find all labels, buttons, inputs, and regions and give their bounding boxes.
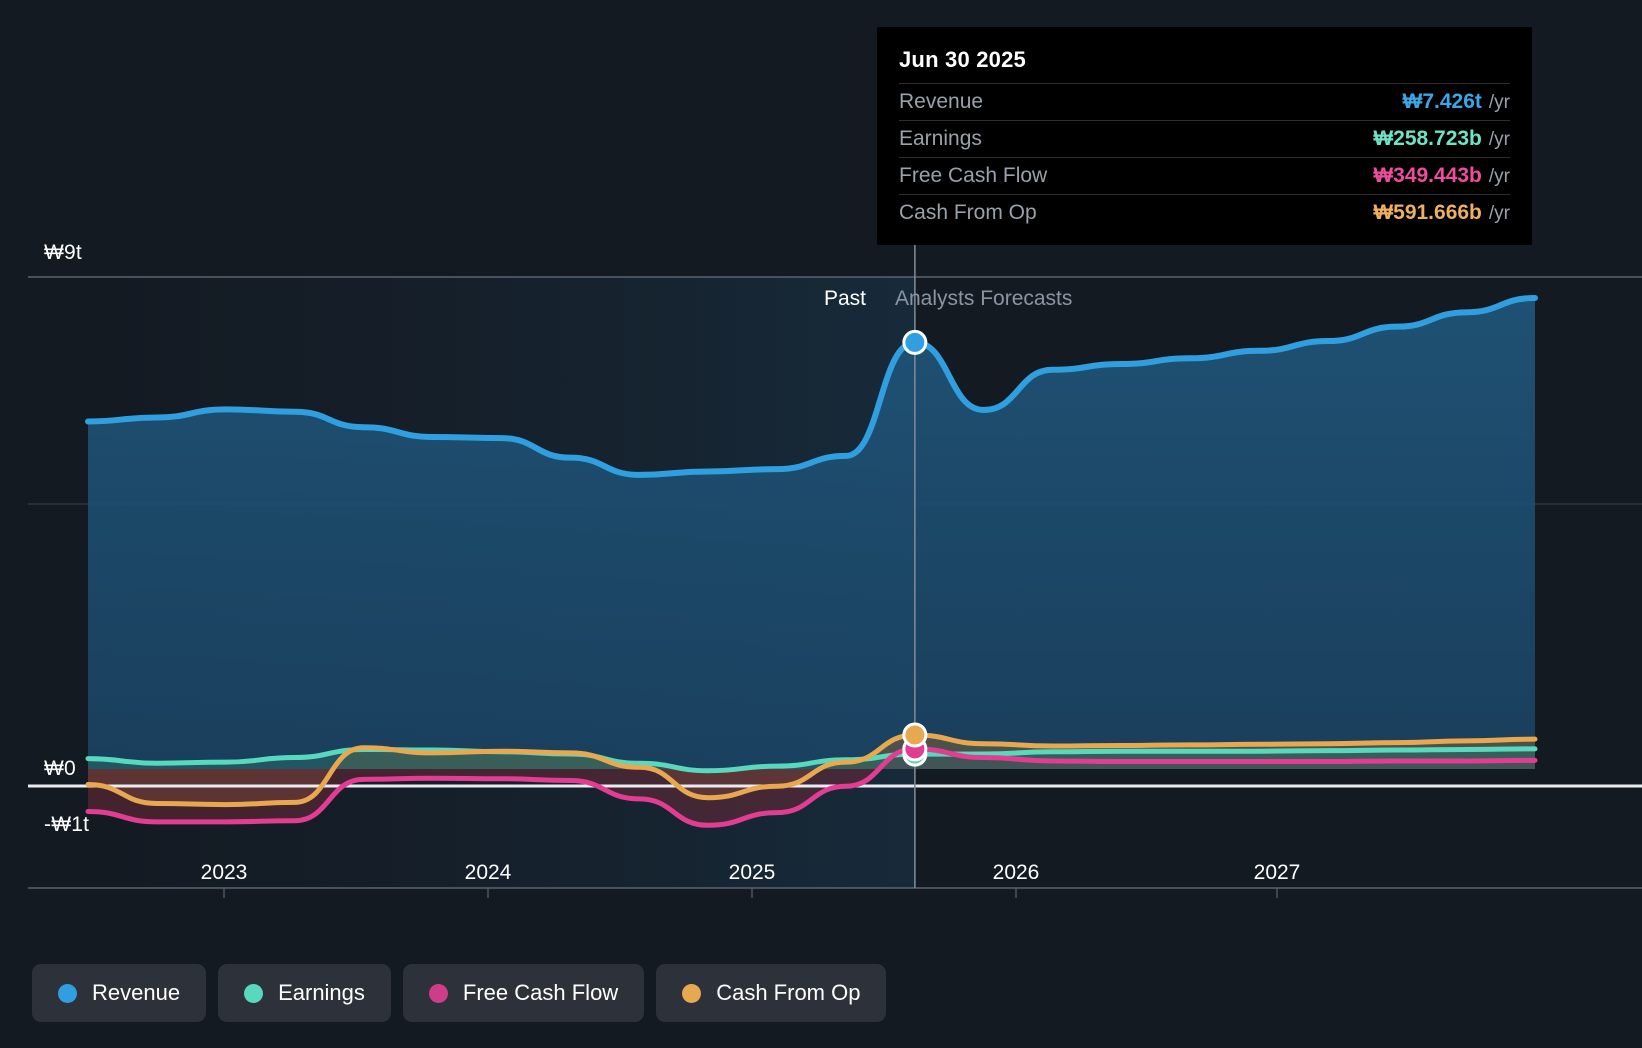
legend-color-dot-icon	[682, 983, 702, 1003]
tooltip-value-group: ₩258.723b/yr	[1373, 127, 1510, 151]
tooltip-row: Cash From Op ₩591.666b/yr	[899, 194, 1510, 231]
line-free-cash-flow	[85, 746, 1538, 828]
x-axis-label-2027: 2027	[1253, 861, 1301, 884]
tooltip-row: Free Cash Flow ₩349.443b/yr	[899, 157, 1510, 194]
tooltip-value-group: ₩349.443b/yr	[1373, 164, 1510, 188]
forecast-region-label: Analysts Forecasts	[895, 287, 1073, 310]
x-axis-label-2026: 2026	[992, 861, 1040, 884]
x-axis-label-2023: 2023	[200, 861, 248, 884]
legend-item-label: Cash From Op	[716, 980, 861, 1005]
legend-item-label: Earnings	[278, 980, 365, 1005]
tooltip-metric-unit: /yr	[1488, 92, 1510, 113]
legend-item-earnings[interactable]: Earnings	[218, 964, 391, 1022]
legend-item-revenue[interactable]: Revenue	[32, 964, 207, 1022]
legend-color-dot-icon	[244, 983, 264, 1003]
tooltip-row: Earnings ₩258.723b/yr	[899, 120, 1510, 157]
tooltip-date: Jun 30 2025	[899, 47, 1026, 72]
tooltip-metric-label: Earnings	[899, 127, 982, 150]
past-region-label: Past	[823, 287, 866, 310]
tooltip-value-group: ₩591.666b/yr	[1373, 201, 1510, 225]
x-axis-label-2024: 2024	[464, 861, 512, 884]
data-point-marker-revenue	[902, 329, 928, 355]
legend-color-dot-icon	[58, 983, 77, 1003]
y-axis-label-negative: -₩1t	[44, 813, 90, 836]
tooltip-metric-label: Cash From Op	[899, 201, 1037, 224]
tooltip-metric-value: ₩591.666b	[1373, 201, 1482, 224]
tooltip-metric-unit: /yr	[1488, 203, 1510, 224]
area-fill-revenue	[88, 297, 1535, 769]
legend-item-label: Free Cash Flow	[462, 980, 619, 1005]
legend-item-label: Revenue	[92, 980, 181, 1005]
tooltip-metric-value: ₩258.723b	[1373, 127, 1482, 150]
line-cash-from-op	[85, 732, 1538, 808]
tooltip-metric-value: ₩7.426t	[1402, 90, 1482, 113]
chart-legend[interactable]: Revenue Earnings Free Cash Flow Cash From O…	[32, 964, 887, 1022]
tooltip-metric-label: Free Cash Flow	[899, 164, 1048, 187]
line-earnings	[85, 746, 1538, 774]
tooltip-metric-unit: /yr	[1488, 129, 1510, 150]
data-point-marker-cash-from-op	[902, 722, 928, 748]
tooltip-row: Revenue ₩7.426t/yr	[899, 83, 1510, 120]
tooltip-metric-unit: /yr	[1488, 166, 1510, 187]
line-revenue	[85, 294, 1538, 478]
legend-color-dot-icon	[428, 983, 448, 1003]
legend-item-free-cash-flow[interactable]: Free Cash Flow	[402, 964, 645, 1022]
tooltip-metric-value: ₩349.443b	[1373, 164, 1482, 187]
legend-item-cash-from-op[interactable]: Cash From Op	[656, 964, 887, 1022]
data-tooltip: Jun 30 2025 Revenue ₩7.426t/yr Earnings ₩25…	[877, 27, 1532, 245]
x-axis-label-2025: 2025	[728, 861, 776, 884]
y-axis-label-zero: ₩0	[44, 757, 76, 780]
tooltip-rows: Revenue ₩7.426t/yr Earnings ₩258.723b/yr Fre…	[899, 83, 1510, 231]
y-axis-label-top: ₩9t	[44, 241, 82, 264]
tooltip-value-group: ₩7.426t/yr	[1403, 90, 1510, 114]
tooltip-metric-label: Revenue	[899, 90, 984, 113]
